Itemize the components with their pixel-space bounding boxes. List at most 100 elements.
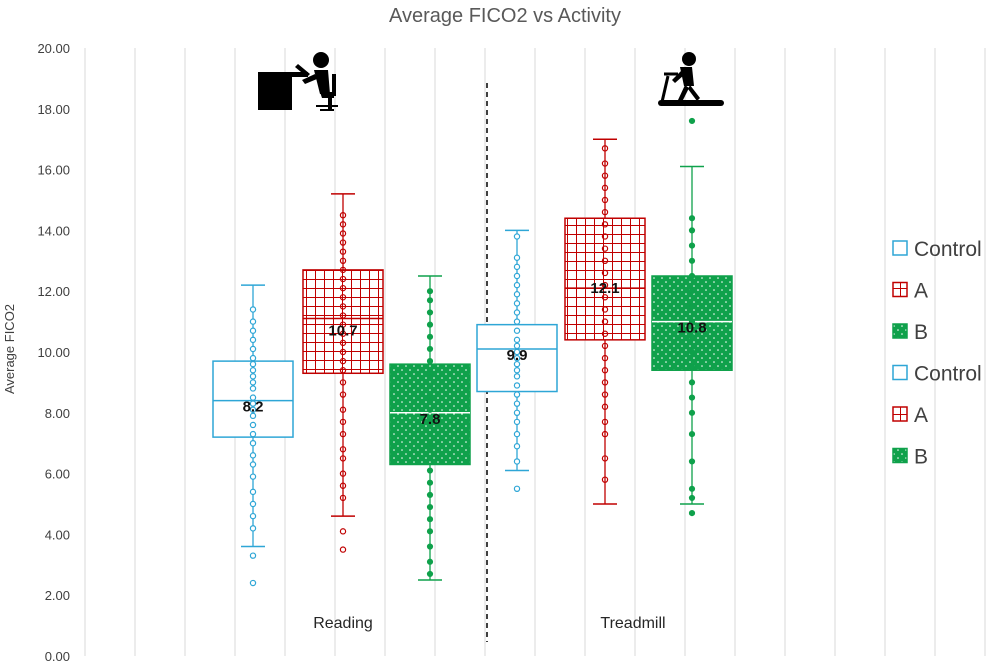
data-point <box>249 525 257 532</box>
data-point <box>249 412 257 420</box>
data-point <box>339 284 347 292</box>
data-point <box>688 394 696 401</box>
box-control-reading <box>212 284 294 587</box>
legend-item-b: B <box>892 321 928 344</box>
data-point <box>249 552 257 559</box>
y-tick-label: 0.00 <box>45 649 70 664</box>
data-point <box>426 503 434 511</box>
data-point <box>249 430 257 438</box>
data-point <box>426 430 434 438</box>
data-point <box>426 288 434 295</box>
legend-item-control: Control <box>892 238 982 261</box>
data-point <box>513 373 521 380</box>
legend-swatch <box>892 364 908 381</box>
data-point <box>601 221 609 228</box>
legend-item-b: B <box>892 446 928 469</box>
data-point <box>513 336 521 344</box>
data-point <box>339 406 347 413</box>
data-point <box>249 488 257 496</box>
y-tick-labels: 0.00 2.00 4.00 6.00 8.00 10.00 12.00 14.00 16.00… <box>37 41 70 664</box>
data-point <box>339 339 347 347</box>
data-point <box>339 230 347 237</box>
data-point <box>601 354 609 362</box>
data-point <box>688 494 696 502</box>
y-tick-label: 12.00 <box>37 284 70 299</box>
data-point <box>426 516 434 523</box>
legend-label: A <box>914 404 928 427</box>
data-point <box>513 233 521 240</box>
data-point <box>513 309 521 316</box>
data-point <box>601 403 609 410</box>
data-point <box>339 248 347 255</box>
data-point <box>688 272 696 280</box>
data-point <box>249 336 257 344</box>
legend-item-a: A <box>892 280 928 303</box>
data-point <box>339 303 347 310</box>
data-point <box>513 263 521 271</box>
data-point <box>688 333 696 340</box>
data-point <box>513 367 521 374</box>
data-point <box>513 391 521 398</box>
data-point <box>339 494 347 502</box>
data-point <box>339 257 347 264</box>
data-point <box>601 145 609 152</box>
data-point <box>688 430 696 438</box>
data-point <box>513 400 521 407</box>
data-point <box>688 458 696 465</box>
data-point <box>601 391 609 398</box>
y-tick-label: 14.00 <box>37 223 70 238</box>
data-point <box>601 281 609 289</box>
legend-swatch <box>892 447 908 464</box>
mean-label: 10.8 <box>677 320 706 337</box>
data-point <box>249 367 257 374</box>
data-point <box>601 318 609 325</box>
data-point <box>426 467 434 474</box>
y-tick-label: 10.00 <box>37 345 70 360</box>
y-tick-label: 4.00 <box>45 527 70 542</box>
y-axis-label: Average FICO2 <box>2 304 17 394</box>
data-point <box>426 382 434 389</box>
y-tick-label: 20.00 <box>37 41 70 56</box>
data-point <box>339 379 347 386</box>
data-point <box>426 443 434 450</box>
data-point <box>249 345 257 353</box>
data-point <box>688 215 696 222</box>
data-point <box>249 421 257 429</box>
data-point <box>513 281 521 289</box>
data-point <box>601 455 609 462</box>
data-point <box>513 348 521 356</box>
legend-swatch <box>892 406 908 422</box>
data-point <box>513 485 521 492</box>
data-point <box>513 291 521 298</box>
data-point <box>688 303 696 310</box>
data-point <box>249 373 257 380</box>
data-point <box>601 418 609 426</box>
data-point <box>601 245 609 252</box>
data-point <box>513 254 521 261</box>
data-point <box>339 321 347 328</box>
data-point <box>339 482 347 489</box>
data-point <box>249 473 257 480</box>
y-tick-label: 8.00 <box>45 406 70 421</box>
data-point <box>426 394 434 401</box>
data-point <box>513 382 521 389</box>
data-point <box>339 430 347 438</box>
data-point <box>601 367 609 374</box>
data-point <box>249 385 257 392</box>
data-point <box>688 227 696 234</box>
data-point <box>688 510 696 517</box>
mean-label: 10.7 <box>328 323 357 340</box>
data-point <box>513 342 521 350</box>
data-point <box>249 440 257 447</box>
data-point <box>688 364 696 371</box>
data-point <box>339 357 347 365</box>
data-point <box>688 117 696 125</box>
data-point <box>601 208 609 216</box>
category-label-treadmill: Treadmill <box>600 615 665 632</box>
data-point <box>426 358 434 365</box>
data-point <box>513 318 521 325</box>
data-point <box>513 418 521 426</box>
treadmill-icon <box>658 52 724 106</box>
